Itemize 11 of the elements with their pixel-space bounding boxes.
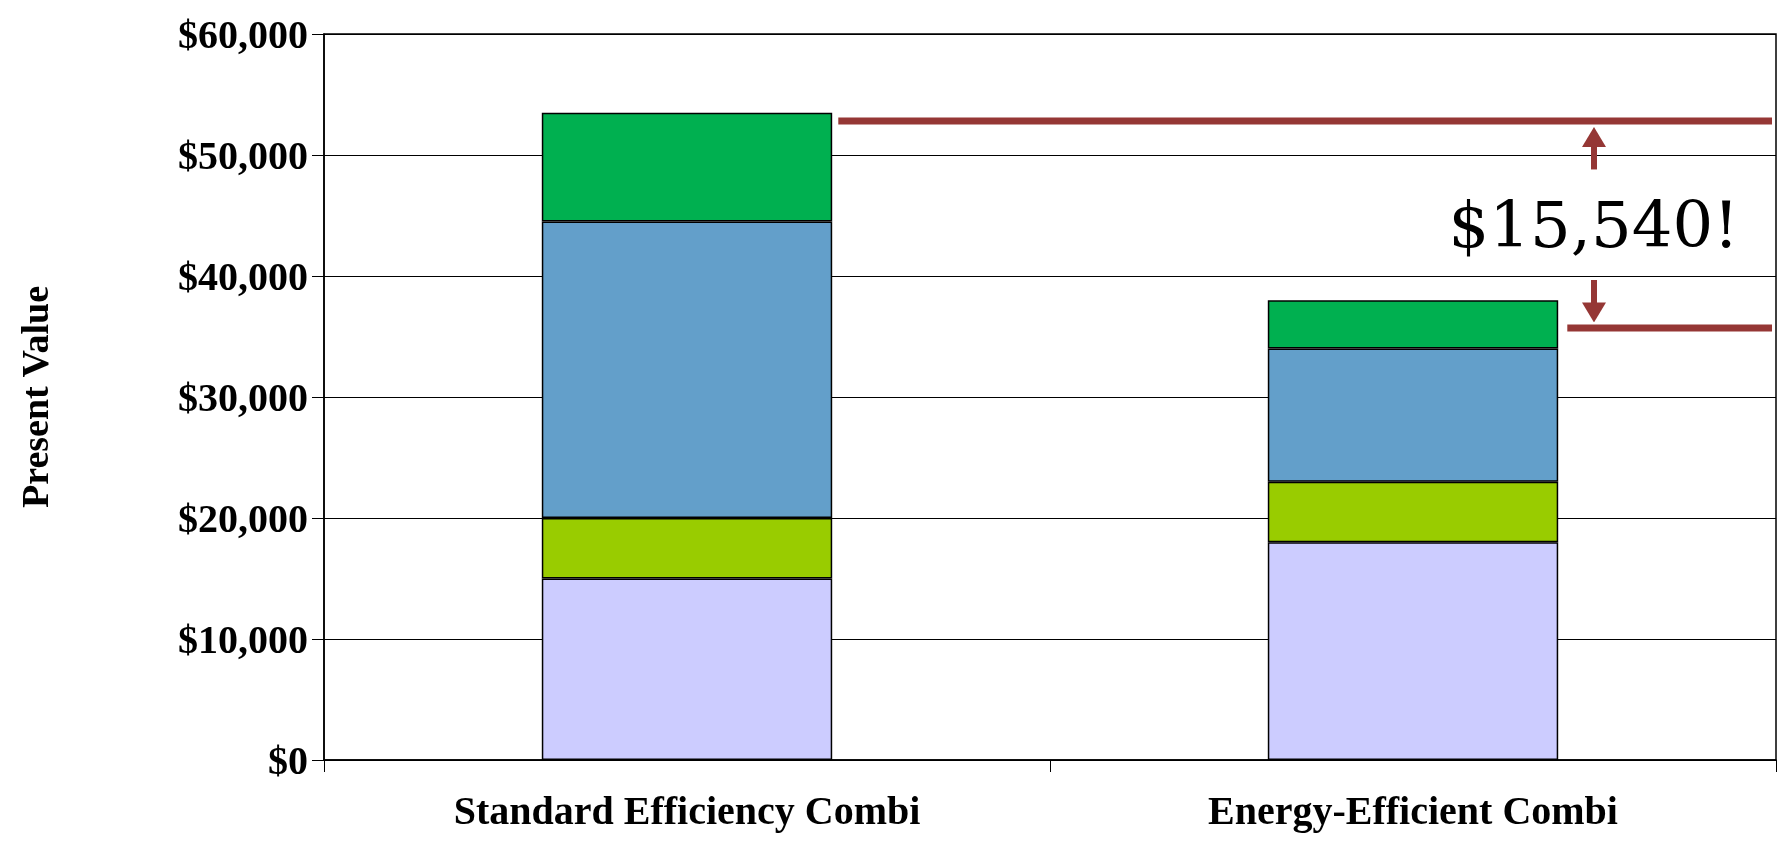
y-tick-label: $60,000 — [178, 11, 308, 57]
y-tick-label: $30,000 — [178, 374, 308, 420]
annotation: $15,540! — [1448, 187, 1739, 262]
x-tick-label: Energy-Efficient Combi — [1208, 787, 1618, 833]
y-tick-label: $20,000 — [178, 495, 308, 541]
x-tick-label: Standard Efficiency Combi — [453, 787, 921, 833]
y-tick-label: $40,000 — [178, 253, 308, 299]
y-tick-label: $0 — [268, 737, 308, 783]
y-tick-label: $10,000 — [178, 616, 308, 662]
y-tick-label: $50,000 — [178, 132, 308, 178]
y-axis-title: Present Value — [14, 285, 56, 509]
